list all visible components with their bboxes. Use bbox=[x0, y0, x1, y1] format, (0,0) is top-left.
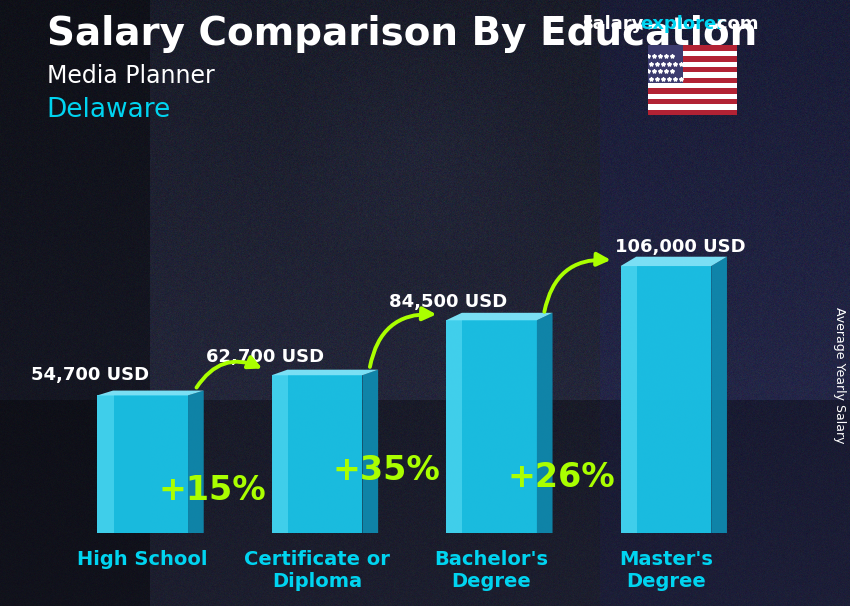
FancyArrowPatch shape bbox=[370, 308, 432, 367]
Text: Salary Comparison By Education: Salary Comparison By Education bbox=[47, 15, 757, 53]
Bar bbox=[648, 51, 737, 56]
Text: +15%: +15% bbox=[159, 474, 266, 507]
Polygon shape bbox=[98, 395, 188, 533]
Bar bbox=[648, 83, 737, 88]
Text: salary: salary bbox=[582, 15, 643, 33]
Bar bbox=[648, 67, 737, 72]
Polygon shape bbox=[188, 390, 204, 533]
Polygon shape bbox=[446, 313, 552, 320]
Bar bbox=[648, 62, 737, 67]
Text: Average Yearly Salary: Average Yearly Salary bbox=[833, 307, 846, 444]
Polygon shape bbox=[362, 370, 378, 533]
Text: +35%: +35% bbox=[333, 454, 441, 487]
Text: .com: .com bbox=[710, 15, 758, 33]
Text: Delaware: Delaware bbox=[47, 97, 171, 123]
Polygon shape bbox=[272, 375, 288, 533]
Bar bbox=[648, 45, 737, 51]
Bar bbox=[648, 94, 737, 99]
FancyArrowPatch shape bbox=[544, 254, 606, 312]
Text: +26%: +26% bbox=[507, 461, 615, 494]
Polygon shape bbox=[446, 320, 537, 533]
Text: 54,700 USD: 54,700 USD bbox=[31, 366, 150, 384]
Polygon shape bbox=[446, 320, 462, 533]
Bar bbox=[648, 99, 737, 104]
Polygon shape bbox=[272, 375, 362, 533]
Bar bbox=[648, 45, 683, 83]
Polygon shape bbox=[272, 370, 378, 375]
Text: 62,700 USD: 62,700 USD bbox=[206, 348, 324, 367]
Polygon shape bbox=[537, 313, 553, 533]
Text: 84,500 USD: 84,500 USD bbox=[388, 293, 507, 311]
FancyArrowPatch shape bbox=[196, 357, 258, 388]
Bar bbox=[648, 78, 737, 83]
Polygon shape bbox=[620, 266, 711, 533]
Bar bbox=[648, 56, 737, 62]
Bar bbox=[648, 110, 737, 115]
Polygon shape bbox=[98, 390, 204, 395]
Bar bbox=[648, 104, 737, 110]
Text: Media Planner: Media Planner bbox=[47, 64, 214, 88]
Bar bbox=[648, 88, 737, 94]
Polygon shape bbox=[620, 257, 727, 266]
Polygon shape bbox=[98, 395, 114, 533]
Text: 106,000 USD: 106,000 USD bbox=[615, 238, 745, 256]
Bar bbox=[648, 72, 737, 78]
Text: explorer: explorer bbox=[640, 15, 725, 33]
Polygon shape bbox=[620, 266, 637, 533]
Polygon shape bbox=[711, 257, 727, 533]
